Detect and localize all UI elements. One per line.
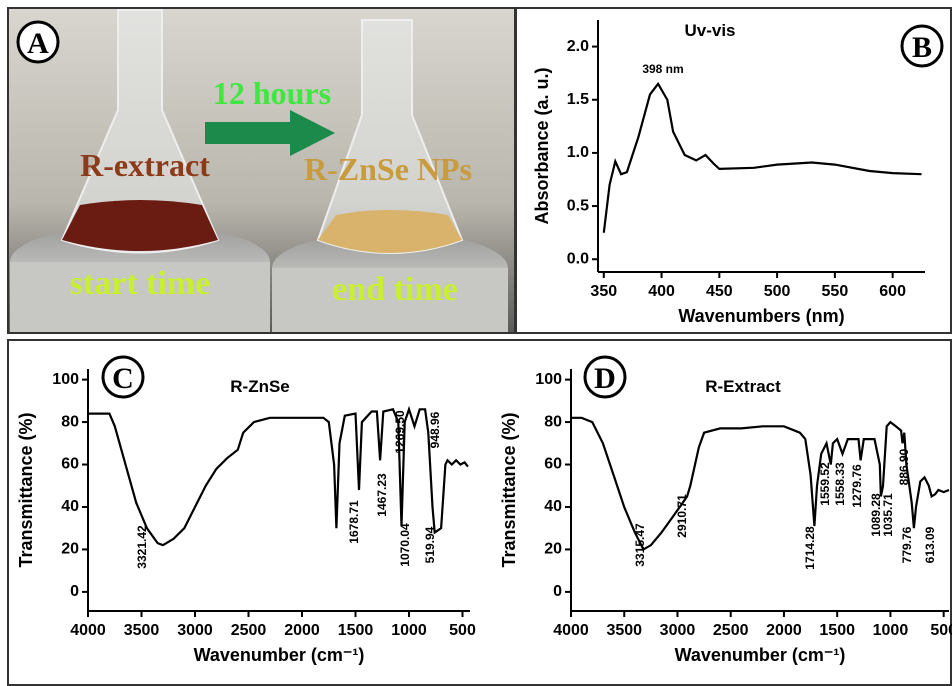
y-tick-label: 20: [61, 541, 79, 558]
y-tick-label: 20: [544, 541, 562, 558]
x-tick-label: 3500: [606, 622, 642, 639]
peak-annotation: 779.76: [900, 526, 914, 563]
x-tick-label: 2000: [284, 622, 320, 639]
peak-annotation: 1559.52: [818, 462, 832, 506]
panel-label: D: [594, 362, 616, 395]
time-label: start time: [70, 265, 211, 302]
peak-annotation: 3321.42: [135, 525, 149, 569]
figure: 12 hours R-extract R-ZnSe NPs start time…: [0, 0, 952, 686]
peak-annotation: 613.09: [923, 526, 937, 563]
peak-annotation: 2910.71: [675, 494, 689, 538]
x-tick-label: 3000: [660, 622, 696, 639]
x-tick-label: 2500: [231, 622, 267, 639]
x-tick-label: 2000: [766, 622, 802, 639]
y-tick-label: 80: [61, 413, 79, 430]
x-tick-label: 500: [449, 622, 476, 639]
x-tick-label: 3500: [124, 622, 160, 639]
y-tick-label: 40: [544, 498, 562, 515]
panel-label: C: [112, 362, 134, 395]
y-axis-label: Transmittance (%): [16, 412, 36, 567]
x-axis-label: Wavenumber (cm⁻¹): [675, 645, 846, 665]
peak-annotation: 3315.47: [633, 523, 647, 567]
panel-label: B: [912, 31, 932, 64]
x-tick-label: 1500: [338, 622, 374, 639]
y-tick-label: 60: [544, 456, 562, 473]
y-tick-label: 100: [52, 371, 79, 388]
y-tick-label: 40: [61, 498, 79, 515]
x-tick-label: 2500: [713, 622, 749, 639]
caption: R-extract: [80, 147, 210, 183]
peak-annotation: 1070.04: [398, 523, 412, 567]
x-tick-label: 400: [648, 283, 675, 300]
x-tick-label: 500: [764, 283, 791, 300]
x-tick-label: 550: [822, 283, 849, 300]
y-tick-label: 100: [535, 371, 562, 388]
peak-annotation: 1467.23: [375, 473, 389, 517]
x-tick-label: 4000: [553, 622, 589, 639]
panel-label: A: [27, 27, 49, 60]
y-axis-label: Transmittance (%): [499, 412, 519, 567]
caption: R-ZnSe NPs: [304, 151, 472, 187]
y-tick-label: 60: [61, 456, 79, 473]
x-axis-label: Wavenumber (cm⁻¹): [194, 645, 365, 665]
peak-annotation: 1558.33: [833, 462, 847, 506]
y-tick-label: 0: [70, 583, 79, 600]
photo-panel: 12 hours R-extract R-ZnSe NPs start time…: [8, 8, 514, 333]
peak-annotation: 886.90: [897, 448, 911, 485]
liquid: [318, 210, 462, 253]
x-tick-label: 350: [590, 283, 617, 300]
chart-title: Uv-vis: [684, 21, 735, 40]
y-tick-label: 1.0: [567, 144, 589, 161]
x-tick-label: 4000: [70, 622, 106, 639]
peak-annotation: 1678.71: [347, 500, 361, 544]
peak-annotation: 1269.50: [393, 410, 407, 454]
peak-annotation: 1714.28: [803, 526, 817, 570]
duration: 12 hours: [213, 75, 331, 111]
chart-title: R-ZnSe: [230, 377, 290, 396]
y-tick-label: 2.0: [567, 38, 589, 55]
x-tick-label: 1000: [391, 622, 427, 639]
x-axis-label: Wavenumbers (nm): [678, 306, 844, 326]
y-tick-label: 0.5: [567, 197, 589, 214]
peak-annotation: 1035.71: [881, 493, 895, 537]
peak-annotation: 1279.76: [850, 464, 864, 508]
y-tick-label: 0.0: [567, 250, 589, 267]
x-tick-label: 1500: [819, 622, 855, 639]
liquid: [62, 200, 218, 251]
y-tick-label: 0: [553, 583, 562, 600]
peak-annotation: 519.94: [423, 526, 437, 563]
y-axis-label: Absorbance (a. u.): [532, 67, 552, 224]
spectrum-line: [604, 84, 922, 233]
x-tick-label: 3000: [177, 622, 213, 639]
y-tick-label: 1.5: [567, 91, 589, 108]
y-tick-label: 80: [544, 413, 562, 430]
x-tick-label: 500: [930, 622, 952, 639]
peak-annotation: 398 nm: [642, 62, 683, 76]
x-tick-label: 450: [706, 283, 733, 300]
x-tick-label: 600: [879, 283, 906, 300]
chart-title: R-Extract: [705, 377, 781, 396]
peak-annotation: 948.96: [428, 411, 442, 448]
time-label: end time: [332, 271, 458, 308]
x-tick-label: 1000: [873, 622, 909, 639]
